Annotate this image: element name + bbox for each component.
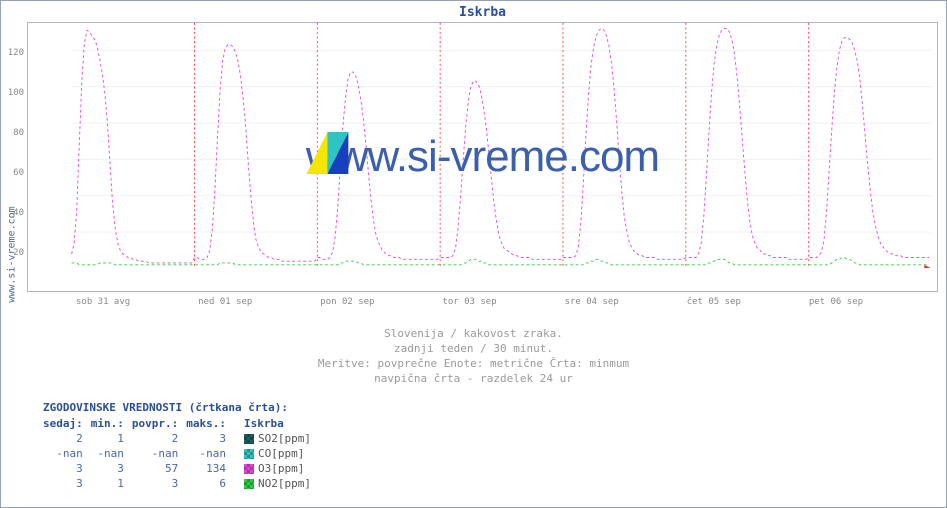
- caption-line: navpična črta - razdelek 24 ur: [1, 372, 946, 387]
- legend-swatch-icon: [244, 449, 254, 459]
- x-tick: sre 04 sep: [565, 297, 687, 307]
- y-tick: 40: [13, 208, 24, 218]
- history-title: ZGODOVINSKE VREDNOSTI (črtkana črta):: [43, 401, 319, 414]
- table-row: 3357134O3[ppm]: [43, 461, 319, 476]
- history-cell: 134: [186, 461, 234, 476]
- caption-line: Meritve: povprečne Enote: metrične Črta:…: [1, 357, 946, 372]
- history-col-header: maks.:: [186, 416, 234, 431]
- history-cell: 2: [43, 431, 91, 446]
- history-table: sedaj:min.:povpr.:maks.:Iskrba2123SO2[pp…: [43, 416, 319, 491]
- table-row: 3136NO2[ppm]: [43, 476, 319, 491]
- history-cell: 3: [132, 476, 186, 491]
- history-cell: -nan: [132, 446, 186, 461]
- x-tick: pon 02 sep: [320, 297, 442, 307]
- history-col-header: sedaj:: [43, 416, 91, 431]
- series-O3[ppm]: [72, 28, 929, 263]
- history-cell: 1: [91, 476, 132, 491]
- history-cell: -nan: [43, 446, 91, 461]
- history-series-label: O3[ppm]: [234, 461, 319, 476]
- plot-svg: [28, 23, 937, 268]
- x-tick: tor 03 sep: [442, 297, 564, 307]
- y-tick: 20: [13, 248, 24, 258]
- table-row: -nan-nan-nan-nanCO[ppm]: [43, 446, 319, 461]
- chart-frame: www.si-vreme.com Iskrba 20406080100120 w…: [0, 0, 947, 508]
- x-tick: čet 05 sep: [687, 297, 809, 307]
- x-tick-row: sob 31 avgned 01 seppon 02 septor 03 sep…: [76, 297, 931, 307]
- caption-line: zadnji teden / 30 minut.: [1, 342, 946, 357]
- y-tick-column: 20 40 60 80 100 120: [0, 23, 24, 291]
- y-tick: 60: [13, 168, 24, 178]
- history-block: ZGODOVINSKE VREDNOSTI (črtkana črta): se…: [43, 401, 319, 491]
- history-cell: -nan: [91, 446, 132, 461]
- history-cell: 1: [91, 431, 132, 446]
- x-tick: sob 31 avg: [76, 297, 198, 307]
- legend-swatch-icon: [244, 479, 254, 489]
- plot-area: 20406080100120 www.si-vreme.com sob 31 a…: [27, 22, 938, 292]
- legend-swatch-icon: [244, 434, 254, 444]
- x-tick: pet 06 sep: [809, 297, 931, 307]
- chart-title: Iskrba: [27, 5, 938, 20]
- history-location-header: Iskrba: [234, 416, 319, 431]
- history-series-label: NO2[ppm]: [234, 476, 319, 491]
- history-series-label: SO2[ppm]: [234, 431, 319, 446]
- plot-wrap: Iskrba 20406080100120 www.si-vreme.com s…: [27, 5, 938, 305]
- y-tick: 100: [8, 88, 24, 98]
- caption-block: Slovenija / kakovost zraka.zadnji teden …: [1, 327, 946, 386]
- history-cell: 3: [43, 461, 91, 476]
- table-row: 2123SO2[ppm]: [43, 431, 319, 446]
- legend-swatch-icon: [244, 464, 254, 474]
- history-cell: 57: [132, 461, 186, 476]
- history-cell: 2: [132, 431, 186, 446]
- x-tick: ned 01 sep: [198, 297, 320, 307]
- y-tick: 120: [8, 48, 24, 58]
- history-col-header: povpr.:: [132, 416, 186, 431]
- history-cell: 3: [91, 461, 132, 476]
- history-series-label: CO[ppm]: [234, 446, 319, 461]
- history-cell: -nan: [186, 446, 234, 461]
- series-NO2[ppm]: [72, 258, 929, 265]
- history-cell: 3: [186, 431, 234, 446]
- y-tick: 80: [13, 128, 24, 138]
- history-cell: 6: [186, 476, 234, 491]
- caption-line: Slovenija / kakovost zraka.: [1, 327, 946, 342]
- history-cell: 3: [43, 476, 91, 491]
- history-col-header: min.:: [91, 416, 132, 431]
